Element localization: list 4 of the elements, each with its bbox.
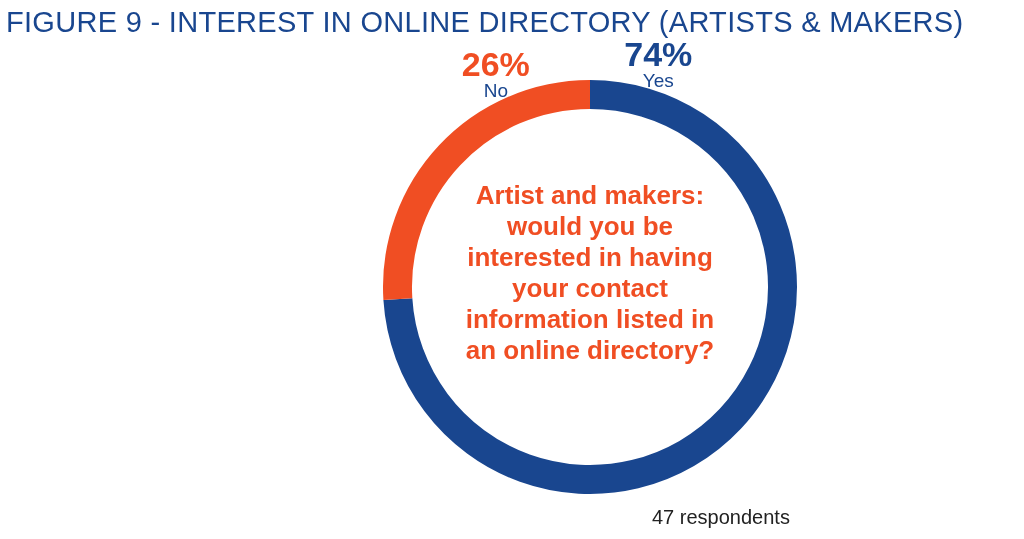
slice-label: Yes: [642, 70, 674, 92]
chart-title: FIGURE 9 - INTEREST IN ONLINE DIRECTORY (ARTISTS & MAKERS): [6, 6, 964, 39]
text: Artist and makers: would you be interested in having your contact information listed in an online directory?: [464, 180, 716, 366]
text: 47 respondents: [652, 506, 790, 529]
